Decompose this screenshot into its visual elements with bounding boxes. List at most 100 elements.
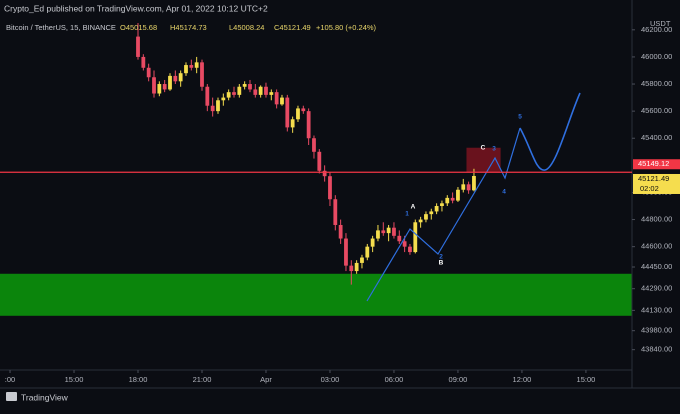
candle-body	[200, 62, 204, 87]
candle-body	[418, 219, 423, 223]
ohlc-label: +105.80 (+0.24%)	[316, 23, 377, 32]
candle-body	[317, 151, 322, 171]
candle-body	[290, 119, 295, 128]
candle-body	[194, 62, 199, 68]
x-tick-label: 12:00	[513, 375, 532, 384]
symbol-title: Bitcoin / TetherUS, 15, BINANCE	[6, 23, 116, 32]
logo-icon	[6, 392, 17, 401]
projection-path	[519, 92, 581, 171]
y-tick-label: 44290.00	[641, 284, 672, 293]
candle-body	[136, 36, 140, 57]
candle-body	[344, 238, 348, 266]
candle-body	[205, 86, 210, 106]
candle-body	[242, 84, 247, 87]
y-tick-label: 45600.00	[641, 106, 672, 115]
y-tick-label: 46200.00	[641, 25, 672, 34]
ohlc-label: O45015.68	[120, 23, 157, 32]
zone	[466, 147, 501, 173]
candle-body	[472, 175, 476, 191]
candle-body	[168, 75, 172, 90]
price-label: 45149.12	[638, 159, 669, 168]
wave-label: A	[411, 204, 416, 211]
candle-body	[466, 184, 471, 191]
candle-body	[392, 227, 396, 236]
x-tick-label: 03:00	[321, 375, 340, 384]
candle-body	[386, 227, 391, 234]
candle-body	[370, 238, 375, 247]
y-tick-label: 44450.00	[641, 262, 672, 271]
x-tick-label: :00	[5, 375, 15, 384]
candle-body	[301, 108, 306, 112]
countdown: 02:02	[640, 184, 659, 193]
x-tick-label: 06:00	[385, 375, 404, 384]
y-tick-label: 45400.00	[641, 133, 672, 142]
candle-body	[210, 105, 215, 112]
candle-body	[365, 246, 370, 258]
y-tick-label: 45800.00	[641, 79, 672, 88]
candle-body	[354, 262, 359, 272]
candle-body	[434, 206, 439, 212]
x-tick-label: 09:00	[449, 375, 468, 384]
candle-body	[141, 56, 146, 68]
candle-body	[296, 108, 300, 120]
zone	[0, 273, 632, 316]
candle-body	[173, 75, 178, 82]
wave-label: B	[439, 260, 444, 267]
x-tick-label: 21:00	[193, 375, 212, 384]
y-tick-label: 44130.00	[641, 305, 672, 314]
wave-label: C	[481, 145, 486, 152]
candles	[136, 23, 476, 285]
candle-body	[376, 230, 380, 239]
candle-body	[162, 84, 167, 90]
candle-body	[258, 86, 263, 95]
y-tick-label: 46000.00	[641, 52, 672, 61]
wave-label: 4	[502, 189, 506, 196]
candle-body	[232, 92, 236, 95]
candle-body	[333, 199, 338, 225]
candle-body	[440, 203, 444, 207]
y-tick-label: 43980.00	[641, 326, 672, 335]
x-tick-label: Apr	[260, 375, 272, 384]
candle-body	[322, 170, 327, 177]
candle-body	[445, 197, 450, 204]
candle-body	[429, 211, 434, 215]
candle-body	[221, 97, 226, 101]
candle-body	[397, 235, 402, 242]
ohlc-label: L45008.24	[229, 23, 264, 32]
candle-body	[381, 230, 386, 234]
candle-body	[157, 84, 162, 94]
candle-body	[248, 84, 252, 90]
wave-label: 3	[492, 146, 496, 153]
candle-body	[269, 92, 274, 95]
y-tick-label: 44600.00	[641, 242, 672, 251]
candle-body	[274, 92, 279, 105]
candle-body	[152, 77, 156, 94]
candle-body	[178, 73, 183, 82]
candle-body	[189, 65, 194, 68]
candle-body	[280, 97, 284, 105]
candle-body	[328, 176, 332, 200]
candle-body	[450, 197, 455, 201]
price-label: 45121.49	[638, 174, 669, 183]
candle-body	[184, 65, 188, 74]
ohlc-label: H45174.73	[170, 23, 207, 32]
brand: TradingView	[21, 392, 69, 402]
x-tick-label: 15:00	[577, 375, 596, 384]
wave-label: 5	[518, 114, 522, 121]
zones	[0, 147, 632, 316]
ohlc-label: C45121.49	[274, 23, 311, 32]
candle-body	[285, 97, 290, 128]
candle-body	[349, 265, 354, 272]
candle-body	[461, 184, 466, 190]
x-tick-label: 18:00	[129, 375, 148, 384]
x-tick-label: 15:00	[65, 375, 84, 384]
candle-body	[253, 89, 258, 95]
candle-body	[216, 100, 220, 112]
candle-body	[306, 111, 311, 139]
y-tick-label: 44800.00	[641, 215, 672, 224]
candle-body	[456, 189, 460, 201]
candle-body	[146, 67, 151, 78]
candle-body	[360, 257, 364, 263]
